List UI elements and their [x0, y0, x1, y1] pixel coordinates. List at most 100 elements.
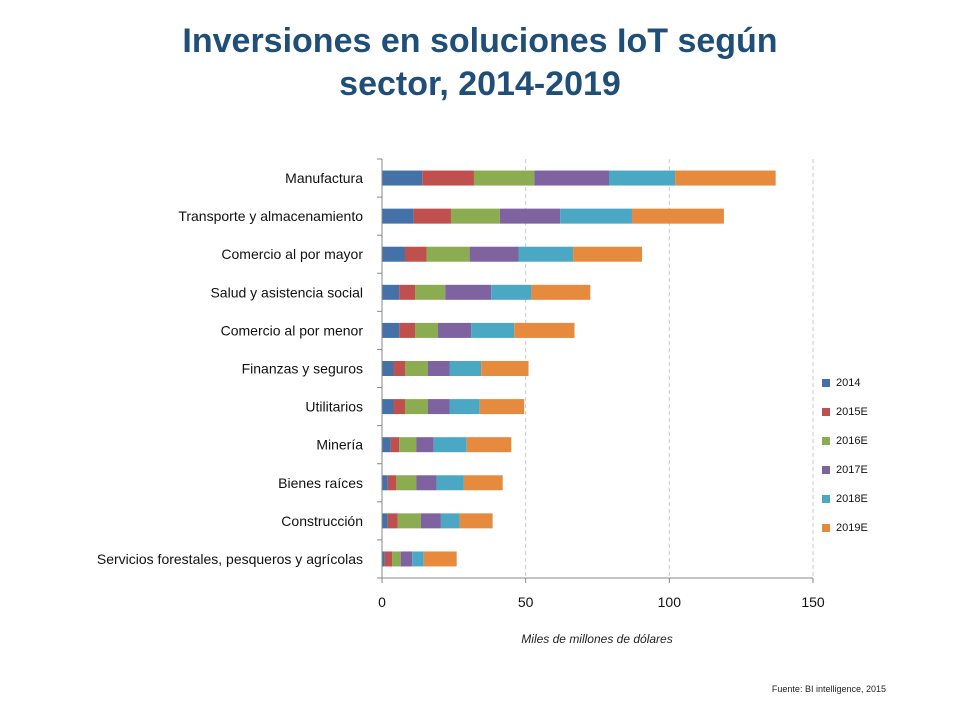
- category-label: Comercio al por mayor: [221, 246, 363, 262]
- bar-segment: [396, 475, 417, 491]
- bar-segment: [449, 361, 482, 376]
- x-tick-label: 100: [658, 594, 682, 610]
- bar-segment: [445, 284, 492, 300]
- bar-segment: [518, 246, 574, 262]
- bar-segment: [415, 284, 446, 300]
- bar-segment: [449, 399, 480, 415]
- bar-segment: [415, 322, 439, 338]
- legend-swatch: [822, 436, 830, 445]
- bar-segment: [433, 437, 467, 453]
- legend-item: 2018E: [822, 484, 868, 513]
- bar-segment: [387, 513, 398, 529]
- bar-segment: [573, 246, 643, 262]
- legend-item: 2016E: [822, 426, 868, 455]
- legend-item: 2017E: [822, 455, 868, 484]
- category-label: Transporte y almacenamiento: [178, 208, 363, 224]
- category-label: Construcción: [281, 513, 363, 529]
- bar-segment: [382, 361, 394, 376]
- chart-legend: 2014 2015E 2016E 2017E 2018E 2019E: [822, 368, 868, 542]
- bar-segment: [427, 361, 450, 376]
- chart-title-line-1: Inversiones en soluciones IoT según: [182, 22, 778, 60]
- bar-segment: [416, 475, 437, 491]
- x-tick-label: 150: [801, 594, 825, 610]
- category-label: Comercio al por menor: [221, 322, 364, 338]
- bar-segment: [479, 399, 525, 415]
- bar-segment: [382, 475, 388, 491]
- bar-segment: [427, 399, 450, 415]
- category-label: Minería: [316, 437, 363, 453]
- bar-segment: [531, 284, 591, 300]
- bar-segment: [438, 322, 472, 338]
- bar-segment: [420, 513, 441, 529]
- bar-segment: [412, 551, 424, 567]
- bar-segment: [466, 437, 512, 453]
- bar-segment: [422, 170, 474, 186]
- bar-segment: [413, 208, 451, 224]
- bar-segment: [382, 208, 414, 224]
- bar-segment: [387, 475, 397, 491]
- legend-label: 2018E: [836, 492, 868, 505]
- source-note: Fuente: BI intelligence, 2015: [771, 684, 886, 694]
- bar-segment: [560, 208, 632, 224]
- bar-segment: [382, 322, 400, 338]
- chart-title-line-2: sector, 2014-2019: [339, 65, 621, 103]
- bar-segment: [382, 551, 385, 567]
- legend-item: 2019E: [822, 513, 868, 542]
- bar-segment: [491, 284, 532, 300]
- bar-segment: [382, 246, 405, 262]
- bar-segment: [459, 513, 493, 529]
- bar-segment: [514, 322, 575, 338]
- bar-segment: [404, 246, 427, 262]
- bar-segment: [382, 284, 400, 300]
- legend-label: 2019E: [836, 521, 868, 534]
- bar-segment: [675, 170, 776, 186]
- legend-swatch: [822, 494, 830, 503]
- bar-segment: [426, 246, 470, 262]
- category-label: Manufactura: [285, 170, 363, 186]
- legend-label: 2015E: [836, 405, 868, 418]
- x-axis-label: Miles de millones de dólares: [521, 632, 673, 646]
- bar-segment: [481, 361, 529, 376]
- bar-segment: [423, 551, 457, 567]
- bar-segment: [450, 208, 500, 224]
- bar-segment: [473, 170, 535, 186]
- bar-segment: [469, 246, 519, 262]
- bar-segment: [436, 475, 464, 491]
- bar-segment: [399, 437, 417, 453]
- bar-segment: [393, 399, 405, 415]
- chart-title: Inversiones en soluciones IoT según sect…: [0, 20, 960, 106]
- category-label: Bienes raíces: [278, 475, 363, 491]
- x-tick-label: 0: [378, 594, 386, 610]
- bar-segment: [631, 208, 724, 224]
- category-label: Salud y asistencia social: [210, 284, 363, 300]
- bar-segment: [392, 551, 401, 567]
- bar-segment: [471, 322, 515, 338]
- bar-segment: [399, 322, 416, 338]
- bar-segment: [382, 170, 423, 186]
- bar-segment: [463, 475, 503, 491]
- bar-segment: [393, 361, 405, 376]
- legend-swatch: [822, 523, 830, 532]
- bar-segment: [397, 513, 421, 529]
- bar-segment: [499, 208, 561, 224]
- legend-label: 2017E: [836, 463, 868, 476]
- x-tick-label: 50: [518, 594, 534, 610]
- bar-segment: [440, 513, 460, 529]
- bar-segment: [390, 437, 400, 453]
- category-label: Finanzas y seguros: [242, 361, 363, 377]
- bar-segment: [384, 551, 393, 567]
- legend-swatch: [822, 407, 830, 416]
- bar-segment: [416, 437, 434, 453]
- bar-segment: [534, 170, 609, 186]
- legend-item: 2015E: [822, 397, 868, 426]
- bar-segment: [608, 170, 676, 186]
- bar-segment: [382, 437, 391, 453]
- category-label: Utilitarios: [305, 399, 363, 415]
- legend-swatch: [822, 378, 830, 387]
- category-label: Servicios forestales, pesqueros y agríco…: [97, 551, 363, 567]
- bar-segment: [404, 399, 428, 415]
- bar-segment: [382, 513, 388, 529]
- bar-segment: [382, 399, 394, 415]
- bar-segment: [399, 284, 416, 300]
